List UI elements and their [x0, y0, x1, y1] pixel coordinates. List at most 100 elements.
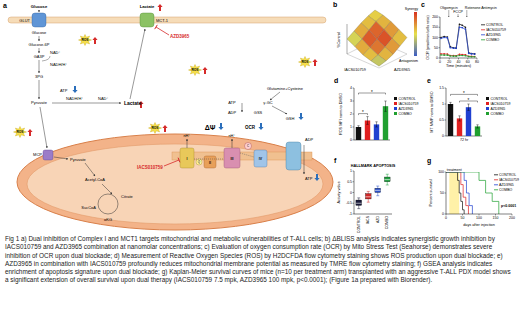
title: HALLMARK APOPTOSIS [351, 164, 396, 168]
y-tick-label: 0 [436, 56, 438, 60]
ros-label: ROS [191, 68, 199, 72]
injection-marker [458, 14, 459, 17]
error-bar [366, 117, 368, 125]
significance-label: * [468, 98, 470, 103]
arrow [242, 103, 243, 112]
point [447, 37, 449, 39]
diagram-label: Q [198, 160, 201, 164]
median [384, 179, 390, 180]
y-tick [353, 88, 355, 89]
y-tick-label: 150 [432, 25, 438, 29]
inner-membrane [27, 144, 323, 224]
x-axis-label: days after injection [463, 223, 495, 227]
legend-entry: CONTROL [486, 23, 503, 27]
coenzyme-q [196, 159, 202, 165]
diagram-label: MCT-1 [156, 18, 169, 23]
error-bar [375, 122, 377, 127]
decrease-arrow [298, 113, 303, 120]
electron-flow [194, 153, 254, 159]
diagram-label: nH⁺ [183, 133, 190, 138]
annotation: treatment [447, 168, 462, 172]
y-tick [353, 140, 355, 141]
point [461, 24, 463, 26]
legend-entry: AZD3965 [399, 107, 414, 111]
diagram-label: NAD⁺ [50, 50, 61, 55]
arrow [130, 29, 145, 99]
y-tick [445, 214, 447, 215]
y-tick-label: 3 [350, 99, 352, 103]
x-tick-label: IACS [366, 215, 370, 224]
arrow [52, 103, 121, 104]
diagram-label: Glucose-6P [29, 42, 50, 47]
y-tick-label: 0 [350, 191, 352, 195]
diagram-label: Lactate [140, 4, 155, 9]
mitochondrion [17, 134, 333, 230]
error-bar [467, 104, 469, 110]
y-tick-label: 1.5 [439, 86, 444, 90]
point [459, 55, 461, 57]
point [443, 54, 445, 56]
diagram-label: Citrate [121, 194, 134, 199]
x-tick-label: 200 [509, 216, 515, 220]
y-axis [354, 88, 355, 140]
inhibitor-bar [155, 25, 158, 29]
y-tick [353, 114, 355, 115]
point [455, 55, 457, 57]
treatment-window [449, 172, 459, 214]
legend-swatch [394, 107, 397, 110]
y-axis-label: ROS MFI norm to DMSO [339, 93, 343, 135]
y-axis-label: MT MMP norm to DMSO [430, 91, 434, 133]
diagram-label: Glutamine+Cysteine [267, 86, 304, 91]
point [468, 56, 470, 58]
plot-area [446, 172, 499, 214]
point [449, 55, 451, 57]
y-tick [439, 37, 441, 38]
increase-arrow [312, 59, 317, 66]
ros-label: ROS [151, 126, 159, 130]
annotation: Rotenone Antimycin [465, 6, 497, 10]
box [384, 177, 390, 182]
colorbar-label: Synergy [405, 7, 418, 11]
y-tick [445, 104, 447, 105]
y-tick-label: 4 [350, 86, 352, 90]
glut [32, 13, 46, 27]
panel-letter: f [334, 157, 337, 164]
point [471, 53, 473, 55]
legend-entry: CONTROL [491, 97, 508, 101]
survival-step [469, 193, 472, 206]
legend-entry: AZD3965 [491, 107, 506, 111]
error-bar [449, 102, 451, 105]
diagram-label: ADP [228, 110, 237, 115]
z-axis-label: %Control [337, 32, 341, 48]
diagram-label: NADH/H⁺ [50, 62, 67, 67]
arrow [270, 92, 280, 100]
diagram-label: γ-GC [263, 100, 272, 105]
x-axis [440, 58, 477, 59]
y-tick [439, 58, 441, 59]
injection-marker [448, 10, 449, 17]
point [465, 26, 467, 28]
legend-entry: IACS010759 [486, 28, 506, 32]
point [474, 56, 476, 58]
error-bar [357, 126, 359, 129]
diagram-label: ATP [228, 100, 236, 105]
y-tick [353, 127, 355, 128]
ros-star [79, 34, 92, 45]
legend-entry: IACS010759 [499, 178, 519, 182]
legend-entry: COMBO [399, 112, 413, 116]
caption: Fig 1 a) Dual inhibition of Complex I an… [5, 235, 515, 285]
survival-step [466, 197, 469, 205]
diagram-label: I [187, 157, 188, 161]
arrow [40, 107, 47, 148]
x-tick-label: COMBO [385, 216, 389, 230]
median [375, 190, 381, 191]
diagram-label: IACS010759 [137, 165, 163, 170]
arrow [39, 48, 40, 53]
bar [466, 107, 471, 136]
plot-area [448, 102, 480, 136]
surface-cell [371, 55, 386, 66]
diagram-label: Pyruvate [70, 157, 87, 162]
panel-letter: a [3, 2, 7, 9]
increase-arrow [27, 129, 32, 136]
legend-swatch [486, 112, 489, 115]
